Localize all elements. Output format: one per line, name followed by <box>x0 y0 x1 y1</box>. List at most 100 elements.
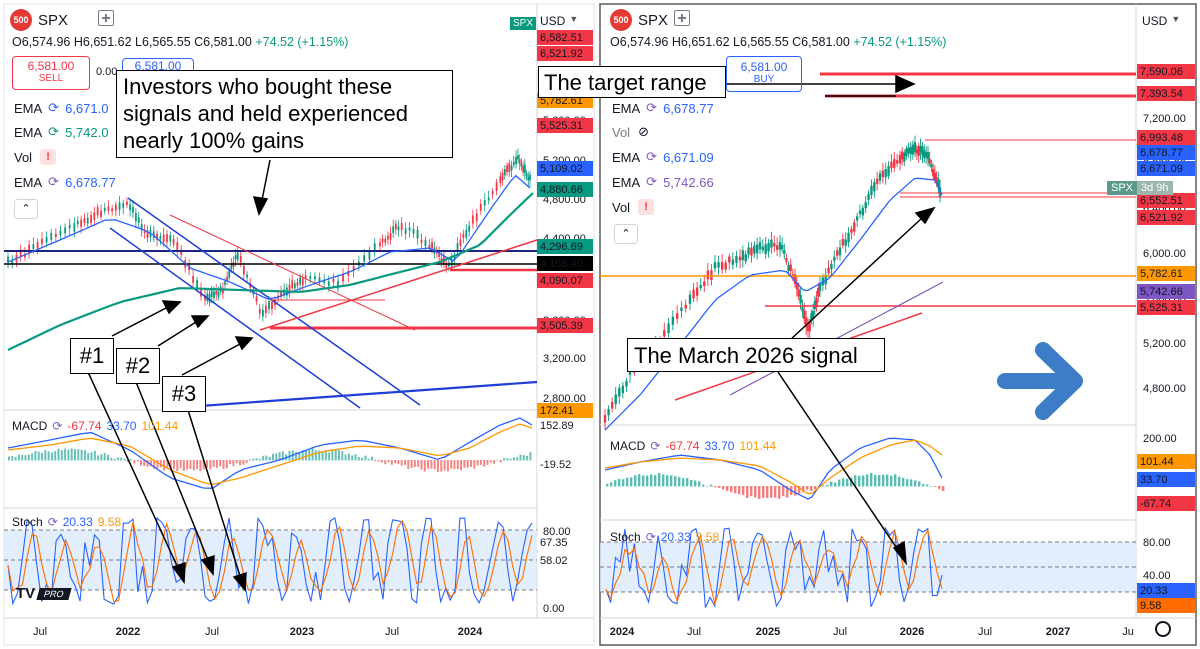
candle <box>525 173 528 177</box>
macd-bar <box>107 454 109 461</box>
refresh-icon: ⟳ <box>47 515 58 529</box>
macd-bar <box>222 460 225 469</box>
candle <box>239 255 242 263</box>
settings-gear-icon[interactable] <box>1151 617 1175 641</box>
macd-bar <box>232 460 235 467</box>
macd-bar <box>822 485 825 487</box>
candle <box>332 278 335 283</box>
left-stoch-label: 67.35 <box>540 537 568 549</box>
candle <box>465 229 468 238</box>
candle <box>100 210 102 217</box>
macd-bar <box>742 486 745 495</box>
candle <box>893 159 896 168</box>
left-ema-fast-line <box>7 174 531 300</box>
macd-bar <box>407 460 410 469</box>
candle <box>937 179 940 188</box>
macd-bar <box>37 451 40 461</box>
right-collapse-button[interactable]: ⌃ <box>614 224 638 244</box>
macd-bar <box>159 460 162 468</box>
left-collapse-button[interactable]: ⌃ <box>14 199 38 219</box>
candle <box>122 203 125 208</box>
macd-bar <box>328 452 331 461</box>
right-time-tick: 2025 <box>756 626 780 638</box>
right-price-label-bg <box>1137 300 1195 315</box>
left-sell-button[interactable]: 6,581.00 SELL <box>12 56 90 90</box>
macd-bar <box>489 460 492 463</box>
right-currency-select[interactable]: USD ▼ <box>1142 14 1181 28</box>
macd-bar <box>423 460 426 472</box>
candle <box>512 161 515 166</box>
macd-bar <box>738 486 741 495</box>
candle <box>873 182 876 192</box>
candle <box>404 228 407 234</box>
macd-bar <box>83 450 86 461</box>
macd-bar <box>814 486 817 490</box>
macd-bar <box>110 457 113 461</box>
macd-bar <box>678 477 681 487</box>
candle <box>895 160 899 164</box>
right-stoch-label: 20.33 <box>1140 585 1168 597</box>
candle <box>156 233 158 240</box>
macd-bar <box>252 458 255 461</box>
macd-bar <box>750 486 753 497</box>
candle <box>45 236 48 243</box>
left-spread: 0.00 <box>96 66 118 78</box>
candle <box>384 239 387 243</box>
warning-icon: ! <box>40 149 57 165</box>
candle <box>717 262 720 268</box>
right-macd-legend: MACD ⟳ -67.74 33.70 101.44 <box>610 439 777 453</box>
sp500-logo-icon: 500 <box>10 9 32 31</box>
candle <box>919 145 922 153</box>
candle <box>780 244 784 250</box>
candle <box>808 322 811 332</box>
left-add-symbol-icon[interactable] <box>98 10 114 26</box>
macd-bar <box>902 477 905 487</box>
right-add-symbol-icon[interactable] <box>674 10 690 26</box>
candle <box>675 313 679 319</box>
candle <box>811 311 815 319</box>
candle <box>479 204 482 211</box>
candle <box>327 281 330 287</box>
macd-bar <box>473 460 476 469</box>
refresh-icon: ⟳ <box>650 439 661 453</box>
macd-bar <box>367 458 370 461</box>
macd-bar <box>529 452 532 461</box>
macd-bar <box>486 460 489 465</box>
macd-bar <box>642 475 645 487</box>
macd-bar <box>794 486 797 496</box>
right-time-tick: Jul <box>978 626 992 638</box>
macd-bar <box>163 460 166 471</box>
right-macd-label: -67.74 <box>1140 498 1171 510</box>
macd-bar <box>806 486 809 490</box>
right-buy-button[interactable]: 6,581.00 BUY <box>726 56 802 92</box>
left-currency-select[interactable]: USD ▼ <box>540 14 579 28</box>
signal-3-label: #3 <box>162 376 206 412</box>
left-panel-frame <box>3 3 595 646</box>
candle <box>926 152 930 160</box>
macd-bar <box>31 453 34 461</box>
right-symbol-name[interactable]: SPX <box>638 11 669 29</box>
candle <box>789 264 792 272</box>
candle <box>921 146 924 156</box>
eye-off-icon[interactable]: ⊘ <box>638 124 649 139</box>
candle <box>50 232 53 240</box>
left-stoch-label-bg <box>537 553 593 568</box>
macd-bar <box>189 460 192 469</box>
candle <box>462 233 465 238</box>
macd-bar <box>196 460 199 469</box>
right-ema-row-1: EMA ⟳ 6,678.77 <box>612 100 714 116</box>
macd-bar <box>136 460 139 462</box>
macd-bar <box>858 475 861 487</box>
right-price-label-bg <box>1137 193 1195 208</box>
candle <box>804 317 808 328</box>
macd-bar <box>466 460 469 468</box>
candle <box>764 244 767 254</box>
right-price-tick: 4,800.00 <box>1143 383 1186 395</box>
macd-bar <box>278 452 281 461</box>
candle <box>750 247 753 256</box>
left-price-label-bg <box>537 161 593 176</box>
right-price-label: 5,525.31 <box>1140 302 1183 314</box>
macd-bar <box>874 474 877 487</box>
left-symbol-name[interactable]: SPX <box>38 11 69 29</box>
candle <box>445 264 448 269</box>
